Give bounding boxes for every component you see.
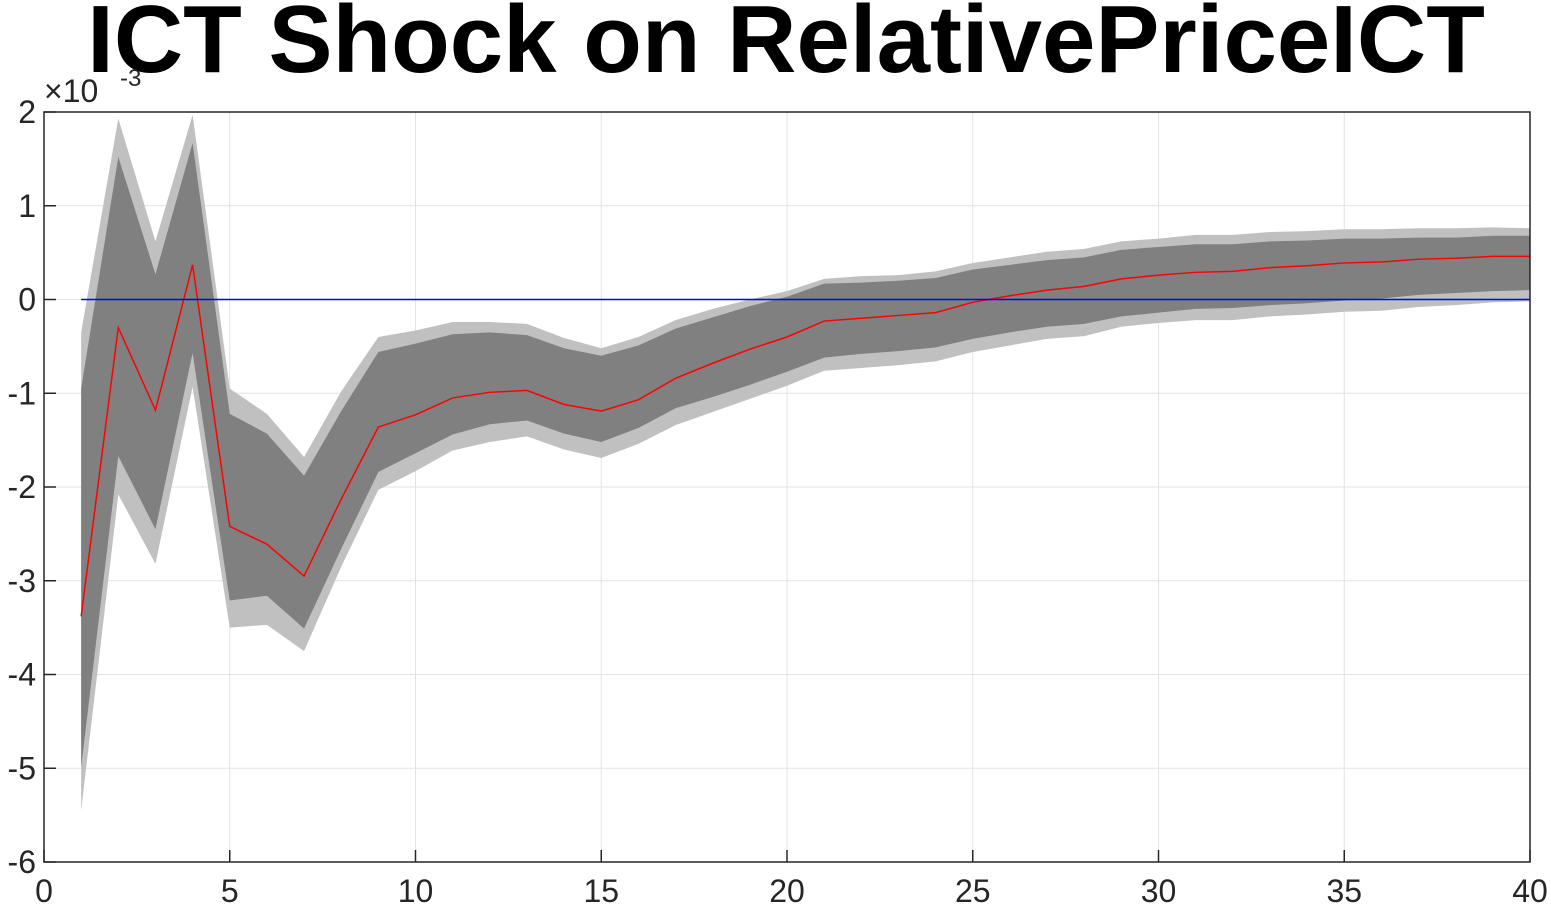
y-scale-factor: ×10 -3 xyxy=(44,65,141,109)
y-scale-base: ×10 xyxy=(44,73,98,109)
y-tick-label-5: -1 xyxy=(8,375,36,411)
y-tick-label-2: -4 xyxy=(8,657,36,693)
y-axis-ticks: -6 -5 -4 -3 -2 -1 0 1 2 xyxy=(8,94,56,880)
x-tick-label-8: 40 xyxy=(1512,873,1548,909)
x-tick-label-2: 10 xyxy=(398,873,434,909)
median-line xyxy=(80,255,1530,617)
y-tick-label-7: 1 xyxy=(18,188,36,224)
series-lines xyxy=(80,255,1530,617)
x-axis-ticks: 0 5 10 15 20 25 30 35 40 xyxy=(35,850,1548,909)
x-tick-label-0: 0 xyxy=(35,873,53,909)
x-tick-label-1: 5 xyxy=(221,873,239,909)
y-tick-label-1: -5 xyxy=(8,750,36,786)
x-tick-label-3: 15 xyxy=(583,873,619,909)
y-tick-label-4: -2 xyxy=(8,469,36,505)
x-tick-label-4: 20 xyxy=(769,873,805,909)
y-scale-exponent: -3 xyxy=(120,65,141,92)
x-tick-label-6: 30 xyxy=(1141,873,1177,909)
x-tick-label-7: 35 xyxy=(1326,873,1362,909)
chart-title: ICT Shock on RelativePriceICT xyxy=(87,0,1485,93)
y-tick-label-6: 0 xyxy=(18,282,36,318)
confidence-bands xyxy=(81,114,1530,811)
outer-band xyxy=(81,114,1530,811)
y-tick-label-3: -3 xyxy=(8,563,36,599)
y-tick-label-8: 2 xyxy=(18,94,36,130)
x-tick-label-5: 25 xyxy=(955,873,991,909)
y-tick-label-0: -6 xyxy=(8,844,36,880)
